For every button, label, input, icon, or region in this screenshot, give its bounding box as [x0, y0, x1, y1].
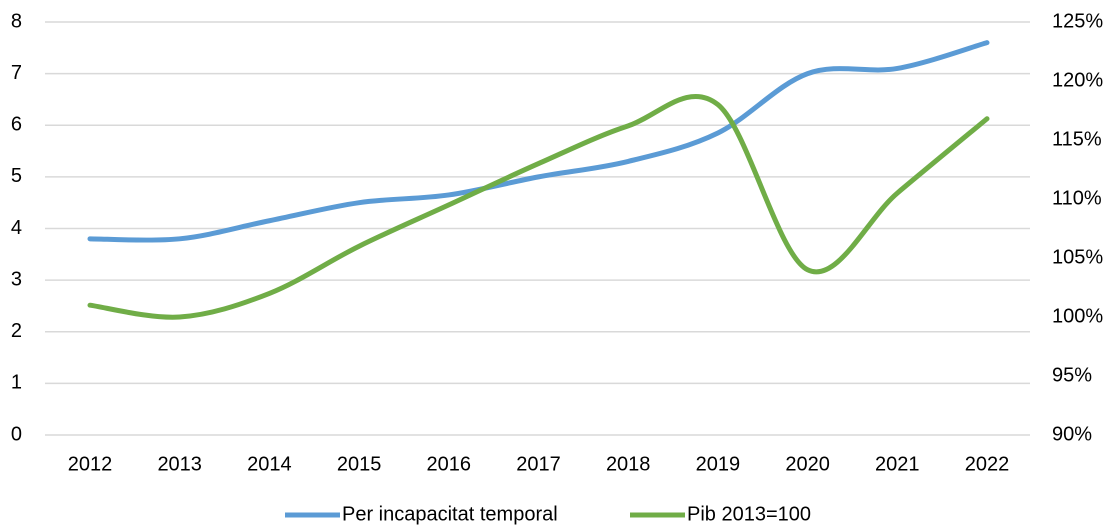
y-tick-label: 5	[11, 165, 22, 187]
x-tick-label: 2020	[785, 453, 830, 475]
y-tick-label: 4	[11, 217, 22, 239]
legend-label: Pib 2013=100	[687, 503, 811, 525]
x-tick-label: 2014	[247, 453, 292, 475]
y2-tick-label: 95%	[1052, 364, 1092, 386]
series-line	[87, 94, 990, 320]
y2-tick-label: 110%	[1052, 187, 1102, 209]
x-tick-label: 2017	[516, 453, 561, 475]
x-tick-label: 2019	[696, 453, 741, 475]
x-tick-label: 2022	[965, 453, 1010, 475]
y-tick-label: 6	[11, 114, 22, 136]
y-tick-label: 2	[11, 320, 22, 342]
y2-tick-label: 100%	[1052, 305, 1103, 327]
y2-tick-label: 115%	[1052, 128, 1102, 150]
x-tick-label: 2012	[68, 453, 113, 475]
series-line	[87, 40, 990, 243]
x-tick-label: 2015	[337, 453, 382, 475]
legend-label: Per incapacitat temporal	[342, 503, 558, 525]
x-tick-label: 2016	[427, 453, 472, 475]
x-tick-label: 2013	[157, 453, 202, 475]
y2-tick-label: 105%	[1052, 246, 1103, 268]
y-tick-label: 8	[11, 10, 22, 32]
y2-tick-label: 90%	[1052, 423, 1092, 445]
y2-tick-label: 125%	[1052, 10, 1103, 32]
x-tick-label: 2018	[606, 453, 651, 475]
y-tick-label: 1	[11, 372, 22, 394]
y-tick-label: 3	[11, 268, 22, 290]
y-tick-label: 7	[11, 62, 22, 84]
x-tick-label: 2021	[875, 453, 920, 475]
y-tick-label: 0	[11, 423, 22, 445]
y2-tick-label: 120%	[1052, 69, 1103, 91]
